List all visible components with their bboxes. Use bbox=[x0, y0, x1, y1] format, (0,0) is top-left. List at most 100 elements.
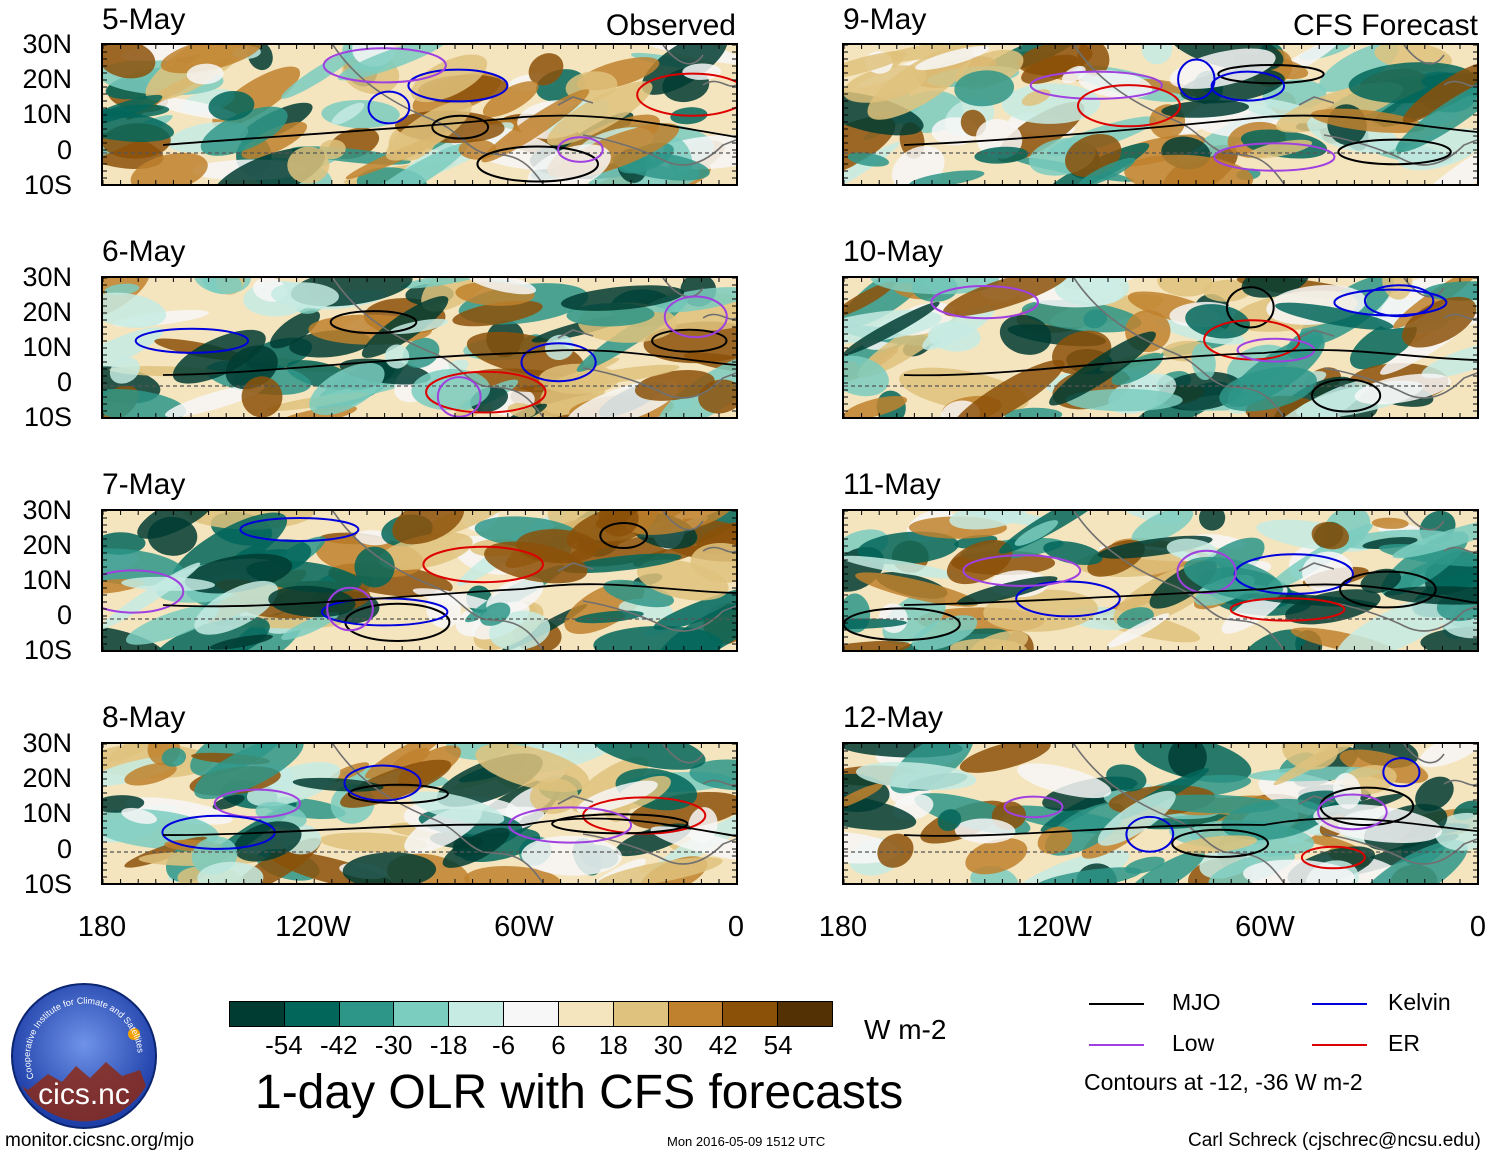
wave-contour bbox=[663, 295, 728, 339]
colorbar-swatch bbox=[230, 1002, 285, 1026]
map-panel-fc-4 bbox=[842, 742, 1479, 885]
mjo-contour bbox=[162, 817, 736, 837]
wave-contour bbox=[213, 788, 302, 819]
wave-contour bbox=[1125, 815, 1175, 853]
wave-contour bbox=[1077, 84, 1181, 128]
wave-contour bbox=[329, 310, 418, 335]
coastline bbox=[1073, 45, 1477, 184]
wave-contour bbox=[962, 554, 1082, 587]
colorbar-swatch bbox=[723, 1002, 779, 1026]
wave-contour bbox=[1337, 138, 1452, 166]
lon-label: 0 bbox=[727, 911, 745, 943]
colorbar-tick-label: 30 bbox=[653, 1030, 683, 1060]
mjo-contour bbox=[903, 349, 1477, 377]
wave-contour bbox=[436, 376, 482, 417]
wave-contour bbox=[1363, 284, 1435, 318]
lat-label: 30N bbox=[22, 728, 72, 758]
wave-contour bbox=[1339, 570, 1437, 609]
panel-date-fc-3: 11-May bbox=[843, 468, 941, 501]
lon-label: 0 bbox=[1469, 911, 1487, 943]
colorbar-tick-label: 6 bbox=[551, 1030, 566, 1060]
map-panel-fc-3 bbox=[842, 509, 1479, 652]
observed-header: Observed bbox=[605, 9, 736, 42]
legend-label-er: ER bbox=[1388, 1030, 1420, 1056]
colorbar-tick-label: -6 bbox=[491, 1030, 516, 1060]
wave-contour bbox=[636, 72, 736, 117]
lat-label: 0 bbox=[56, 600, 72, 630]
legend-line-kelvin bbox=[1312, 1003, 1367, 1005]
lat-label: 30N bbox=[22, 262, 72, 292]
map-panel-obs-2 bbox=[101, 276, 738, 419]
colorbar-swatch bbox=[504, 1002, 559, 1026]
wave-contour bbox=[422, 545, 545, 584]
lat-label: 0 bbox=[56, 135, 72, 165]
mjo-contour bbox=[162, 583, 736, 608]
coastline bbox=[332, 278, 736, 417]
wave-contour bbox=[599, 522, 649, 549]
mjo-contour bbox=[903, 583, 1477, 606]
wave-contour bbox=[1229, 597, 1346, 622]
colorbar-tick-label: -18 bbox=[429, 1030, 468, 1060]
coastline bbox=[332, 45, 736, 184]
axis-ticks bbox=[103, 278, 736, 417]
wave-contour bbox=[1311, 378, 1382, 413]
axis-ticks bbox=[844, 744, 1477, 883]
axis-ticks bbox=[103, 45, 736, 184]
mjo-contour bbox=[162, 114, 736, 146]
panel-date-obs-2: 6-May bbox=[102, 235, 186, 268]
lat-label: 20N bbox=[22, 763, 72, 793]
wave-contour bbox=[431, 114, 490, 140]
footer-url: monitor.cicsnc.org/mjo bbox=[5, 1130, 195, 1151]
lat-label: 10S bbox=[23, 635, 72, 665]
colorbar-tick-label: -30 bbox=[374, 1030, 413, 1060]
wave-contour bbox=[1382, 757, 1421, 788]
wave-contour bbox=[651, 328, 728, 353]
axis-ticks bbox=[844, 45, 1477, 184]
map-panel-fc-2 bbox=[842, 276, 1479, 419]
lon-label: 180 bbox=[77, 911, 127, 943]
lat-label: 0 bbox=[56, 367, 72, 397]
panel-date-fc-1: 9-May bbox=[843, 3, 927, 36]
wave-contour bbox=[1210, 70, 1285, 102]
footer-credit: Carl Schreck (cjschrec@ncsu.edu) bbox=[1188, 1130, 1481, 1151]
mjo-contour bbox=[162, 349, 736, 376]
map-panel-obs-3 bbox=[101, 509, 738, 652]
lat-label: 20N bbox=[22, 297, 72, 327]
wave-contour bbox=[930, 285, 1039, 320]
colorbar-unit: W m-2 bbox=[864, 1014, 947, 1045]
forecast-header: CFS Forecast bbox=[1292, 9, 1478, 42]
wave-contour bbox=[1300, 845, 1366, 870]
colorbar-swatch bbox=[449, 1002, 505, 1026]
colorbar bbox=[229, 1001, 833, 1027]
panel-date-obs-1: 5-May bbox=[102, 3, 186, 36]
colorbar-swatch bbox=[394, 1002, 450, 1026]
lat-label: 20N bbox=[22, 64, 72, 94]
axis-ticks bbox=[103, 744, 736, 883]
coastline bbox=[332, 744, 736, 883]
map-panel-obs-4 bbox=[101, 742, 738, 885]
legend-note: Contours at -12, -36 W m-2 bbox=[1084, 1069, 1363, 1095]
colorbar-tick-label: 18 bbox=[598, 1030, 628, 1060]
wave-contour bbox=[425, 370, 547, 414]
lon-label: 60W bbox=[1235, 911, 1295, 943]
cics-logo: Cooperative Institute for Climate and Sa… bbox=[10, 982, 158, 1130]
wave-contour bbox=[343, 764, 422, 802]
legend-label-low: Low bbox=[1172, 1030, 1215, 1056]
map-panel-obs-1 bbox=[101, 43, 738, 186]
lat-label: 10S bbox=[23, 869, 72, 899]
wave-contour bbox=[367, 90, 411, 125]
wave-contour bbox=[844, 607, 961, 641]
colorbar-tick-label: 54 bbox=[763, 1030, 793, 1060]
lon-label: 120W bbox=[1016, 911, 1092, 943]
olr-field bbox=[103, 511, 736, 650]
mjo-contour bbox=[903, 114, 1477, 146]
lat-label: 30N bbox=[22, 29, 72, 59]
lat-label: 20N bbox=[22, 530, 72, 560]
colorbar-swatch bbox=[284, 1002, 340, 1026]
wave-contour bbox=[134, 327, 250, 354]
wave-contour bbox=[1015, 580, 1121, 618]
coastline bbox=[1073, 744, 1477, 883]
axis-ticks bbox=[103, 511, 736, 650]
legend-line-low bbox=[1089, 1044, 1144, 1046]
lat-label: 10N bbox=[22, 798, 72, 828]
